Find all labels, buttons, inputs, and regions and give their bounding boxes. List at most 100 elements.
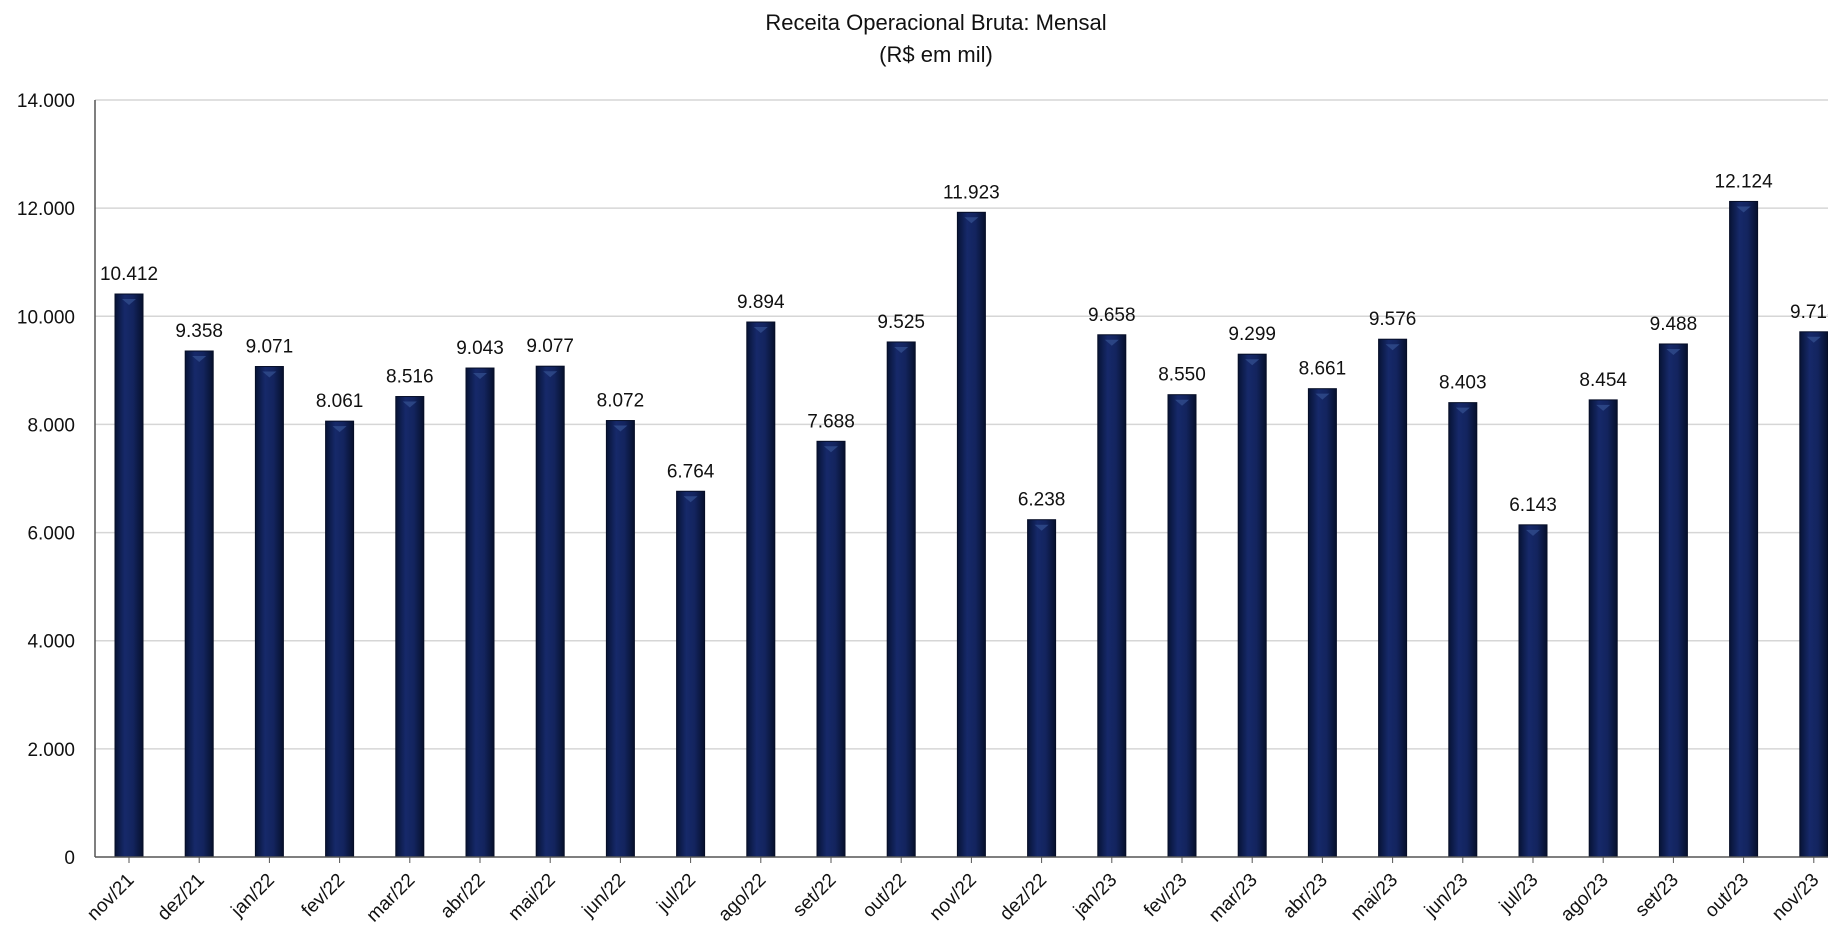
data-label: 10.412 — [100, 264, 158, 285]
bar — [605, 420, 635, 858]
x-tick-label: dez/22 — [996, 870, 1051, 925]
x-tick-label: abr/23 — [1279, 870, 1332, 923]
data-label: 8.550 — [1158, 365, 1206, 386]
x-tick-label: out/23 — [1701, 870, 1753, 922]
x-tick-label: jan/22 — [227, 870, 279, 922]
x-tick-label: mar/22 — [363, 870, 420, 927]
x-tick-label: mai/22 — [505, 870, 560, 925]
data-label: 8.516 — [386, 367, 434, 388]
x-tick-label: nov/22 — [926, 870, 981, 925]
data-label: 9.894 — [737, 292, 785, 313]
data-label: 8.661 — [1299, 359, 1347, 380]
bar-top-highlight — [1034, 524, 1049, 531]
chart-subtitle: (R$ em mil) — [879, 42, 993, 67]
x-tick-label: jun/22 — [578, 870, 630, 922]
bar — [1729, 200, 1759, 858]
bar-top-highlight — [262, 371, 277, 378]
y-tick-label: 10.000 — [17, 307, 75, 328]
x-tick-label: nov/21 — [83, 870, 138, 925]
x-tick-label: nov/23 — [1768, 870, 1823, 925]
data-label: 9.077 — [526, 336, 574, 357]
bars — [114, 200, 1828, 858]
x-tick-label: set/22 — [789, 870, 840, 921]
x-tick-label: abr/22 — [437, 870, 490, 923]
x-tick-label: ago/23 — [1557, 870, 1613, 926]
x-tick-label: jun/23 — [1420, 870, 1472, 922]
bar — [1588, 399, 1618, 858]
data-label: 12.124 — [1715, 171, 1774, 192]
y-tick-label: 6.000 — [27, 524, 75, 545]
bar-top-highlight — [402, 401, 417, 408]
x-tick-label: out/22 — [859, 870, 911, 922]
data-labels: 10.412 9.358 9.071 8.061 8.516 9.043 9.077 8.07… — [100, 171, 1828, 515]
bar — [956, 211, 986, 858]
data-label: 9.358 — [175, 321, 223, 342]
data-label: 6.238 — [1018, 490, 1066, 511]
data-label: 6.143 — [1509, 495, 1557, 516]
y-axis-ticks: 0 2.000 4.000 6.000 8.000 10.000 12.000 14.000 — [17, 91, 75, 869]
bar — [1167, 394, 1197, 858]
data-label: 8.061 — [316, 391, 364, 412]
bar-top-highlight — [192, 355, 207, 362]
bar-top-highlight — [473, 373, 487, 380]
y-tick-label: 8.000 — [27, 415, 75, 436]
y-tick-label: 0 — [64, 848, 75, 869]
bar — [816, 440, 846, 858]
bar-top-highlight — [1245, 359, 1260, 366]
x-tick-label: dez/21 — [154, 870, 209, 925]
bar-top-highlight — [122, 299, 136, 306]
data-label: 9.071 — [246, 337, 294, 358]
bar-top-highlight — [753, 327, 768, 334]
bar-top-highlight — [1736, 206, 1751, 213]
bar — [1658, 343, 1688, 858]
data-label: 7.688 — [807, 411, 855, 432]
x-tick-label: jan/23 — [1069, 870, 1121, 922]
data-label: 9.658 — [1088, 305, 1136, 326]
bar — [1799, 331, 1828, 858]
bar-top-highlight — [1455, 407, 1470, 414]
bar — [535, 365, 565, 858]
bar — [886, 341, 916, 858]
data-label: 8.072 — [597, 391, 645, 412]
bar — [1097, 334, 1127, 858]
bar-top-highlight — [543, 371, 558, 378]
data-label: 8.403 — [1439, 373, 1487, 394]
data-label: 9.525 — [877, 312, 925, 333]
x-tick-label: jul/23 — [1495, 870, 1543, 918]
y-tick-label: 4.000 — [27, 632, 75, 653]
data-label: 9.576 — [1369, 309, 1417, 330]
y-tick-label: 14.000 — [17, 91, 75, 112]
chart-title: Receita Operacional Bruta: Mensal — [765, 10, 1106, 35]
x-tick-label: mai/23 — [1347, 870, 1402, 925]
y-tick-label: 2.000 — [27, 740, 75, 761]
bar-top-highlight — [894, 346, 909, 353]
bar — [395, 396, 425, 858]
y-tick-label: 12.000 — [17, 199, 75, 220]
data-label: 9.713 — [1790, 302, 1828, 323]
bar-top-highlight — [332, 426, 347, 433]
bar-top-highlight — [1596, 404, 1611, 411]
data-label: 6.764 — [667, 461, 715, 482]
bar — [184, 350, 214, 858]
x-tick-label: jul/22 — [652, 870, 700, 918]
bar-top-highlight — [1806, 336, 1821, 343]
bar-top-highlight — [964, 217, 979, 224]
data-label: 9.043 — [456, 338, 504, 359]
x-tick-label: fev/23 — [1140, 870, 1191, 921]
bar-top-highlight — [1666, 348, 1681, 355]
bar — [114, 293, 144, 858]
bar — [746, 321, 776, 858]
x-tick-label: ago/22 — [714, 870, 770, 926]
bar — [465, 367, 495, 858]
bar — [1448, 402, 1478, 858]
bar — [1518, 524, 1548, 858]
data-label: 11.923 — [943, 182, 1000, 203]
bar-top-highlight — [1385, 344, 1400, 351]
bar-top-highlight — [1175, 399, 1189, 406]
x-tick-label: mar/23 — [1205, 870, 1262, 927]
bar-top-highlight — [613, 425, 628, 432]
bar — [1307, 388, 1337, 858]
x-tick-label: set/23 — [1631, 870, 1682, 921]
bar-top-highlight — [1315, 393, 1330, 400]
